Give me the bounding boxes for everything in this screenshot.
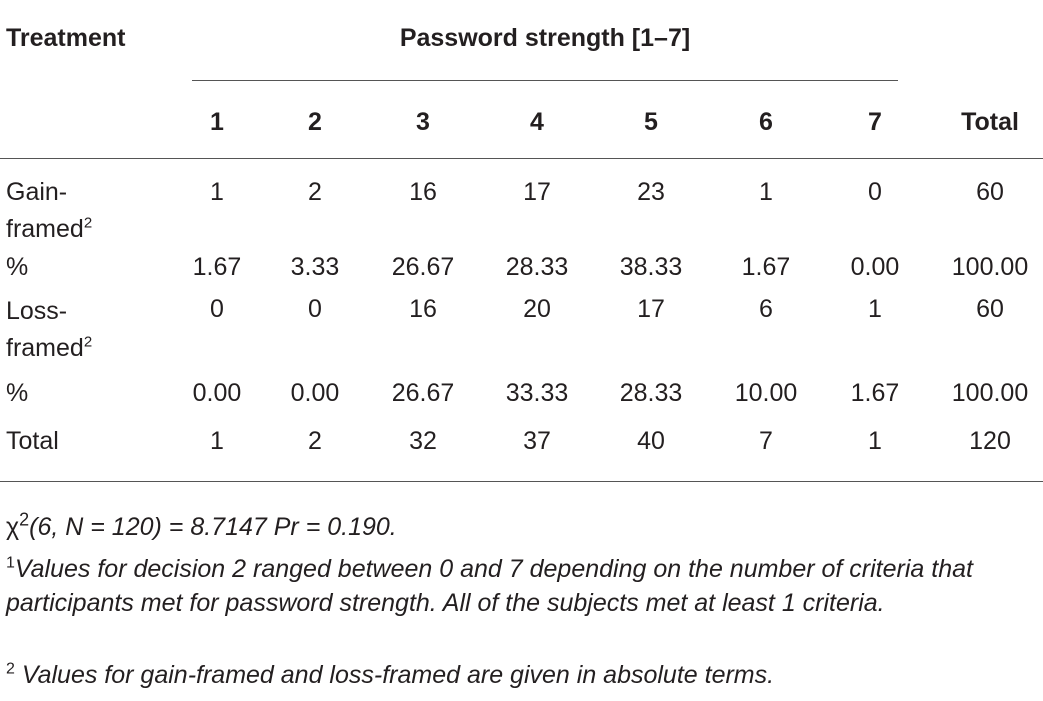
table-cell: 20 — [523, 295, 551, 323]
table-cell: 7 — [759, 427, 773, 455]
col-header-4: 4 — [530, 108, 544, 136]
table-cell: 1 — [759, 178, 773, 206]
header-treatment: Treatment — [6, 24, 126, 52]
table-cell: 0 — [210, 295, 224, 323]
footnote-chi-square: χ2(6, N = 120) = 8.7147 Pr = 0.190. — [6, 509, 397, 541]
table-row-loss-framed: Loss-framed2 0 0 16 20 17 6 1 60 — [0, 293, 1043, 379]
col-header-1: 1 — [210, 108, 224, 136]
table-cell: 60 — [976, 295, 1004, 323]
table-cell: 0.00 — [192, 379, 242, 407]
table-row-total: Total 1 2 32 37 40 7 1 120 — [0, 427, 1043, 481]
column-header-row: 1 2 3 4 5 6 7 Total — [0, 82, 1043, 159]
group-header-rule — [192, 80, 898, 81]
table-cell: 23 — [637, 178, 665, 206]
table-cell: 10.00 — [734, 379, 798, 407]
footnote-1: 1Values for decision 2 ranged between 0 … — [6, 554, 973, 617]
table-row-gain-percent: % 1.67 3.33 26.67 28.33 38.33 1.67 0.00 … — [0, 245, 1043, 293]
results-table: Treatment Password strength [1–7] 1 2 3 … — [0, 0, 1043, 482]
table-cell: 38.33 — [619, 253, 683, 281]
row-label-gain-framed: Gain-framed2 — [6, 178, 93, 243]
table-cell: 16 — [409, 178, 437, 206]
table-cell: 33.33 — [505, 379, 569, 407]
table-cell: 37 — [523, 427, 551, 455]
table-cell: 1 — [210, 178, 224, 206]
table-cell: 32 — [409, 427, 437, 455]
row-label-percent: % — [6, 379, 29, 407]
table-cell: 1.67 — [741, 253, 791, 281]
footnote-2: 2 Values for gain-framed and loss-framed… — [6, 660, 775, 689]
header-password-strength: Password strength [1–7] — [399, 24, 691, 52]
table-cell: 16 — [409, 295, 437, 323]
col-header-7: 7 — [868, 108, 882, 136]
col-header-2: 2 — [308, 108, 322, 136]
row-label-loss-framed: Loss-framed2 — [6, 297, 93, 362]
table-cell: 0 — [868, 178, 882, 206]
table-cell: 60 — [976, 178, 1004, 206]
table-cell: 2 — [308, 427, 322, 455]
table-cell: 1 — [210, 427, 224, 455]
table-cell: 17 — [637, 295, 665, 323]
table-cell: 1 — [868, 427, 882, 455]
table-header-top: Treatment Password strength [1–7] — [0, 0, 1043, 82]
table-row-gain-framed: Gain-framed2 1 2 16 17 23 1 0 60 — [0, 159, 1043, 245]
table-cell: 1.67 — [192, 253, 242, 281]
table-cell: 0 — [308, 295, 322, 323]
table-cell: 28.33 — [505, 253, 569, 281]
table-cell: 0.00 — [850, 253, 900, 281]
row-label-total: Total — [6, 427, 59, 455]
table-cell: 26.67 — [391, 379, 455, 407]
col-header-6: 6 — [759, 108, 773, 136]
col-header-5: 5 — [644, 108, 658, 136]
table-cell: 17 — [523, 178, 551, 206]
table-cell: 40 — [637, 427, 665, 455]
col-header-3: 3 — [416, 108, 430, 136]
table-cell: 0.00 — [290, 379, 340, 407]
table-cell: 1.67 — [850, 379, 900, 407]
col-header-total: Total — [961, 108, 1019, 136]
table-cell: 2 — [308, 178, 322, 206]
table-cell: 3.33 — [290, 253, 340, 281]
table-bottom-rule — [0, 481, 1043, 482]
table-cell: 100.00 — [951, 379, 1029, 407]
table-cell: 1 — [868, 295, 882, 323]
table-cell: 28.33 — [619, 379, 683, 407]
table-cell: 26.67 — [391, 253, 455, 281]
row-label-percent: % — [6, 253, 29, 281]
table-row-loss-percent: % 0.00 0.00 26.67 33.33 28.33 10.00 1.67… — [0, 379, 1043, 427]
table-cell: 120 — [969, 427, 1011, 455]
table-cell: 100.00 — [951, 253, 1029, 281]
table-cell: 6 — [759, 295, 773, 323]
